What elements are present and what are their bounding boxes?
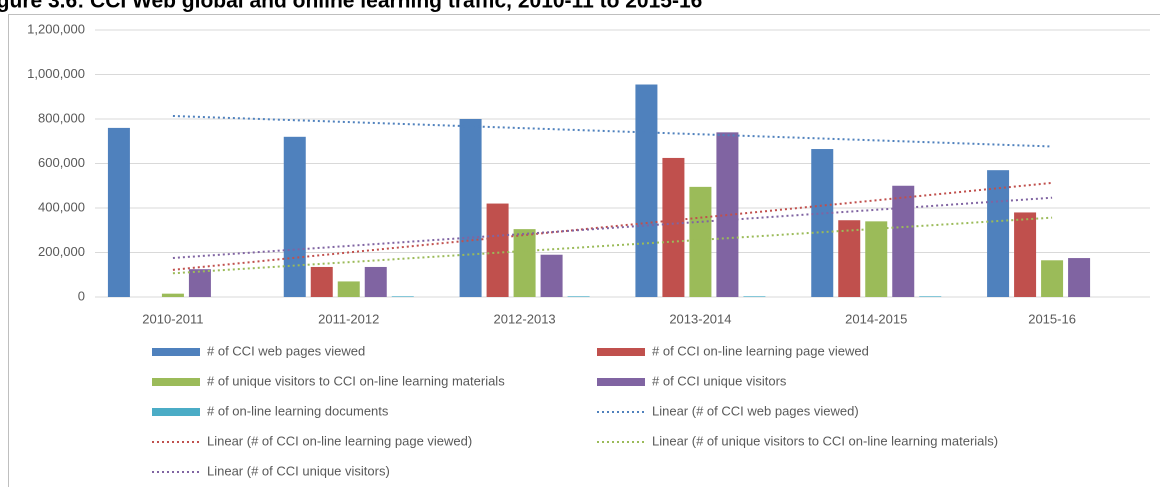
bar — [919, 296, 942, 297]
x-tick-label: 2015-16 — [1028, 311, 1076, 326]
chart-title: Figure 3.6: CCI Web global and online le… — [0, 0, 702, 13]
trendline — [172, 114, 1053, 148]
bar — [161, 293, 184, 297]
bar — [743, 296, 766, 297]
bar — [716, 132, 739, 297]
bar — [283, 136, 306, 297]
legend-label: Linear (# of CCI web pages viewed) — [652, 403, 859, 418]
y-tick-label: 200,000 — [38, 244, 85, 259]
bar — [459, 119, 482, 297]
bar — [811, 149, 834, 297]
bar — [188, 269, 211, 297]
y-tick-label: 1,000,000 — [27, 66, 85, 81]
legend-label: # of unique visitors to CCI on-line lear… — [207, 373, 505, 388]
y-tick-label: 1,200,000 — [27, 21, 85, 36]
bar — [635, 84, 658, 297]
bar — [364, 266, 387, 297]
legend-label: # of CCI on-line learning page viewed — [652, 343, 869, 358]
bar — [540, 254, 563, 297]
legend-swatch — [152, 408, 200, 416]
bar — [486, 203, 509, 297]
bar — [892, 185, 915, 297]
trendline — [172, 216, 1053, 275]
y-tick-label: 0 — [78, 288, 85, 303]
bar — [1014, 212, 1037, 297]
y-tick-label: 800,000 — [38, 110, 85, 125]
bar — [391, 296, 414, 297]
legend-label: # of CCI unique visitors — [652, 373, 787, 388]
trendline — [172, 181, 1053, 271]
bar — [310, 266, 333, 297]
x-tick-label: 2010-2011 — [142, 311, 203, 326]
legend-label: Linear (# of CCI on-line learning page v… — [207, 433, 472, 448]
y-tick-label: 400,000 — [38, 199, 85, 214]
legend-label: Linear (# of CCI unique visitors) — [207, 463, 390, 478]
bar — [337, 281, 360, 297]
x-tick-label: 2012-2013 — [493, 311, 555, 326]
legend-swatch — [152, 378, 200, 386]
bar — [838, 220, 861, 297]
legend-swatch — [597, 378, 645, 386]
bar — [865, 221, 888, 297]
x-tick-label: 2014-2015 — [845, 311, 907, 326]
bar — [689, 186, 712, 297]
bar — [567, 296, 590, 297]
bar — [1041, 260, 1064, 297]
legend-swatch — [152, 348, 200, 356]
legend-label: # of on-line learning documents — [207, 403, 389, 418]
x-tick-label: 2013-2014 — [669, 311, 731, 326]
x-tick-label: 2011-2012 — [318, 311, 379, 326]
trendline — [172, 196, 1053, 259]
legend-swatch — [597, 348, 645, 356]
y-tick-label: 600,000 — [38, 155, 85, 170]
bar — [107, 127, 130, 298]
legend-label: Linear (# of unique visitors to CCI on-l… — [652, 433, 998, 448]
bar — [513, 229, 536, 297]
bar — [662, 157, 685, 297]
legend-label: # of CCI web pages viewed — [207, 343, 365, 358]
bar — [1068, 258, 1091, 297]
